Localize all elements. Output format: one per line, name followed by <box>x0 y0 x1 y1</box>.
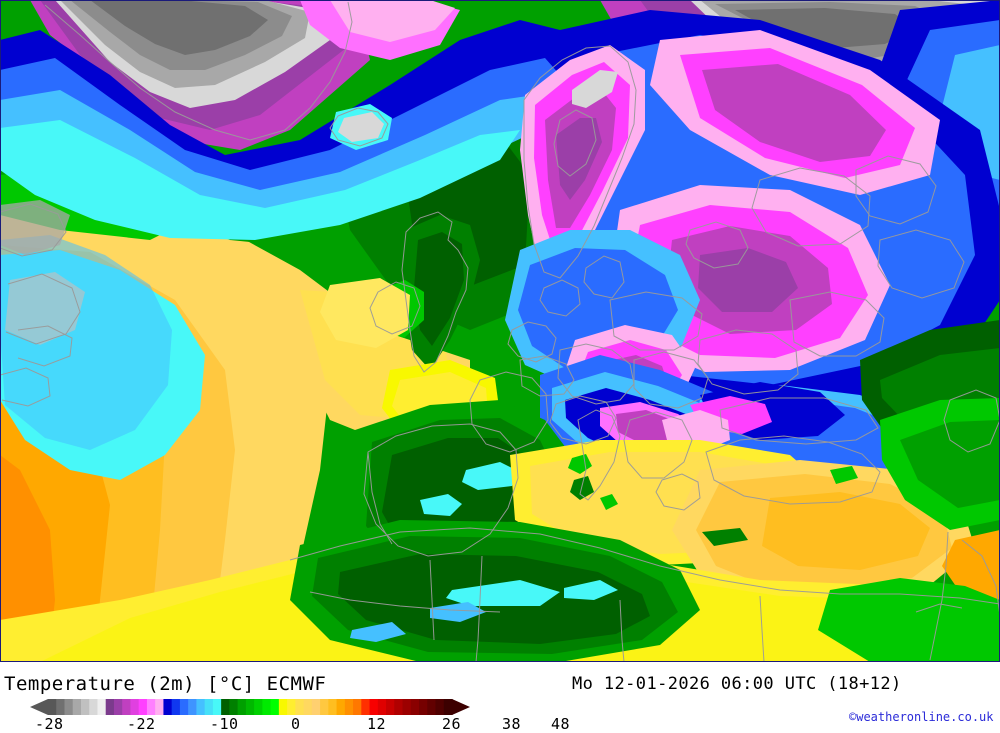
colorbar-band <box>361 699 371 715</box>
colorbar-band <box>245 699 255 715</box>
colorbar-band <box>97 699 107 715</box>
colorbar-band <box>48 699 57 715</box>
colorbar-band <box>270 699 280 715</box>
copyright-label: ©weatheronline.co.uk <box>849 710 994 724</box>
atlas-cyan-peaks-3 <box>564 580 618 600</box>
colorbar-band <box>171 699 181 715</box>
balearic-green <box>600 494 618 510</box>
map-title: Temperature (2m) [°C] ECMWF <box>4 673 327 695</box>
atlas-cyan-peaks-2 <box>430 602 486 622</box>
iceland-grey <box>338 112 384 142</box>
colorbar-band <box>212 699 222 715</box>
colorbar-tick-label: 48 <box>551 715 571 733</box>
red-sea-warm <box>942 530 1000 600</box>
colorbar-band <box>64 699 74 715</box>
atlas-cyan-peaks <box>446 580 560 606</box>
nile-green <box>818 578 1000 662</box>
colorbar-band <box>262 699 272 715</box>
pyrenees-cyan <box>462 462 520 490</box>
colorbar-band <box>320 699 329 715</box>
band-warm-atlantic-5 <box>0 455 55 662</box>
temperature-map[interactable] <box>0 0 1000 662</box>
colorbar-band <box>122 699 132 715</box>
colorbar-band <box>72 699 82 715</box>
colorbar-band <box>369 699 379 715</box>
map-datetime: Mo 12-01-2026 06:00 UTC (18+12) <box>572 674 902 694</box>
colorbar-tick-label: -10 <box>210 715 239 733</box>
colorbar-tick-label: 0 <box>291 715 301 733</box>
atlantic-yellow-pocket <box>320 278 410 348</box>
coastline-overlay <box>0 1 1000 662</box>
colorbar-band <box>427 699 437 715</box>
colorbar-band <box>402 699 412 715</box>
colorbar-band <box>410 699 420 715</box>
colorbar-tick-label: 38 <box>502 715 522 733</box>
temperature-colorbar[interactable]: -28 -22 -10 0 12 26 38 48 <box>0 698 570 733</box>
colorbar-band <box>179 699 189 715</box>
colorbar-band <box>237 699 247 715</box>
arctic-magenta-ribbon-dark <box>702 64 886 162</box>
colorbar-tick-label: 12 <box>367 715 387 733</box>
colorbar-band <box>377 699 387 715</box>
colorbar-band <box>163 699 173 715</box>
iberia-mountain-cyan <box>420 494 462 516</box>
greenland-darker-grey <box>90 0 268 55</box>
cold-core-purple <box>698 248 798 312</box>
colorbar-band <box>311 699 321 715</box>
arctic-darker-grey <box>735 8 915 48</box>
colorbar-band <box>419 699 428 715</box>
norway-purple <box>556 118 602 200</box>
colorbar-band <box>89 699 99 715</box>
colorbar-band <box>344 699 354 715</box>
colorbar-band <box>303 699 313 715</box>
map-footer: Temperature (2m) [°C] ECMWF Mo 12-01-202… <box>0 662 1000 733</box>
east-med-warm-3 <box>762 492 930 570</box>
colorbar-band <box>138 699 148 715</box>
colorbar-band <box>80 699 90 715</box>
colorbar-band <box>386 699 395 715</box>
colorbar-band <box>336 699 346 715</box>
colorbar-band <box>328 699 338 715</box>
colorbar-band <box>113 699 123 715</box>
levant-green-2 <box>900 420 1000 508</box>
colorbar-band <box>353 699 362 715</box>
colorbar-band <box>254 699 263 715</box>
colorbar-band <box>287 699 296 715</box>
colorbar-band <box>56 699 66 715</box>
colorbar-left-arrow <box>30 699 48 715</box>
colorbar-band <box>146 699 156 715</box>
cyprus-green <box>830 466 858 484</box>
colorbar-band <box>443 699 453 715</box>
colorbar-band <box>196 699 206 715</box>
colorbar-band <box>155 699 165 715</box>
atlas-cyan-peaks-4 <box>350 622 406 642</box>
colorbar-band <box>394 699 404 715</box>
colorbar-band <box>130 699 140 715</box>
colorbar-band <box>105 699 115 715</box>
colorbar-tick-label: 26 <box>442 715 462 733</box>
colorbar-band <box>435 699 445 715</box>
colorbar-band <box>278 699 288 715</box>
colorbar-bands <box>48 699 453 715</box>
colorbar-band <box>221 699 230 715</box>
colorbar-band <box>204 699 214 715</box>
colorbar-tick-label: -22 <box>127 715 156 733</box>
greenland-pink-fringe-2 <box>330 0 455 42</box>
britain-green-dark <box>414 232 464 346</box>
canada-islands-grey-2 <box>5 272 85 345</box>
canada-islands-grey <box>0 200 70 255</box>
colorbar-band <box>188 699 197 715</box>
colorbar-band <box>295 699 305 715</box>
colorbar-band <box>229 699 239 715</box>
colorbar-graphic <box>30 699 470 715</box>
colorbar-tick-label: -28 <box>35 715 64 733</box>
band-cyan-south-greenland <box>0 120 520 240</box>
temperature-map-canvas <box>0 0 1000 662</box>
norway-snow-grey <box>572 70 618 108</box>
colorbar-right-arrow <box>452 699 470 715</box>
colorbar-tick-labels: -28 -22 -10 0 12 26 38 48 <box>0 715 570 733</box>
crete-green <box>702 528 748 546</box>
